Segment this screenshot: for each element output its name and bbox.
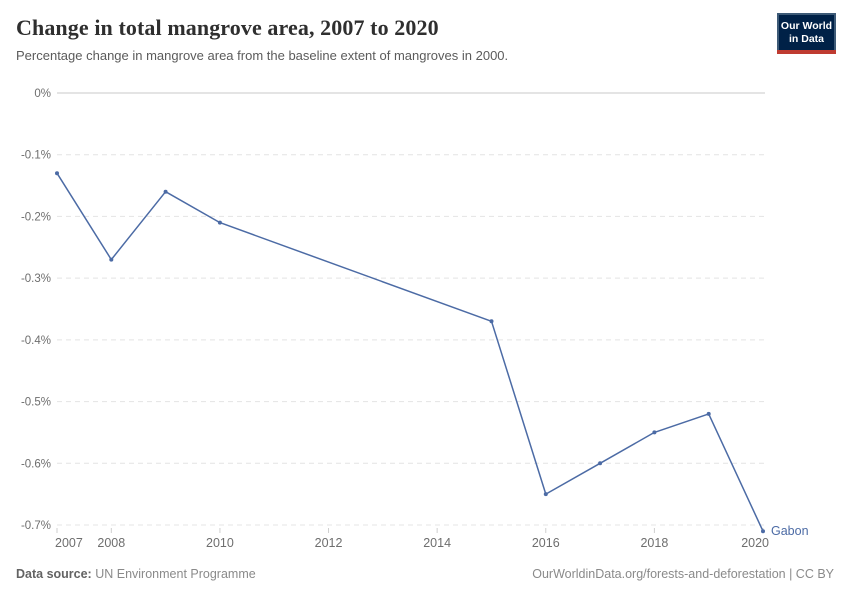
data-point[interactable] xyxy=(761,529,765,534)
x-tick-label: 2014 xyxy=(423,536,451,550)
x-tick-label: 2010 xyxy=(206,536,234,550)
owid-logo-red-bar xyxy=(777,50,836,55)
series-label-gabon[interactable]: Gabon xyxy=(771,524,809,538)
owid-logo: Our World in Data xyxy=(777,13,836,55)
y-tick-label: -0.5% xyxy=(21,397,51,409)
y-tick-label: 0% xyxy=(34,88,51,100)
chart-subtitle: Percentage change in mangrove area from … xyxy=(16,48,509,63)
data-point[interactable] xyxy=(55,171,59,176)
x-tick-label: 2008 xyxy=(97,536,125,550)
data-point[interactable] xyxy=(652,430,657,435)
x-tick-label: 2016 xyxy=(532,536,560,550)
owid-logo-box: Our World in Data xyxy=(777,13,836,51)
data-point[interactable] xyxy=(543,492,548,497)
data-source: Data source: UN Environment Programme xyxy=(16,567,256,581)
chart-canvas: 0% -0.1% -0.2% -0.3% -0.4% -0.5% -0.6% -0.7% 200… xyxy=(21,88,809,550)
attribution: OurWorldinData.org/forests-and-deforesta… xyxy=(532,567,834,581)
data-point[interactable] xyxy=(217,220,222,225)
x-tick-label: 2012 xyxy=(315,536,343,550)
x-tick-label: 2020 xyxy=(741,536,769,550)
page-title: Change in total mangrove area, 2007 to 2… xyxy=(16,15,439,40)
y-tick-label: -0.2% xyxy=(21,211,51,223)
data-source-label: Data source: xyxy=(16,567,92,581)
data-point[interactable] xyxy=(598,461,603,466)
y-tick-label: -0.1% xyxy=(21,150,51,162)
data-point[interactable] xyxy=(706,411,711,416)
owid-logo-line1: Our World xyxy=(780,20,833,32)
data-point[interactable] xyxy=(109,257,114,262)
x-tick-label: 2007 xyxy=(55,536,83,550)
y-tick-label: -0.6% xyxy=(21,458,51,470)
chart-footer: Data source: UN Environment Programme Ou… xyxy=(16,567,834,581)
y-tick-label: -0.7% xyxy=(21,520,51,532)
owid-logo-line2: in Data xyxy=(788,33,824,46)
data-point[interactable] xyxy=(489,319,494,324)
series-line-gabon[interactable] xyxy=(56,172,764,532)
y-tick-label: -0.4% xyxy=(21,335,51,347)
chart-header: Change in total mangrove area, 2007 to 2… xyxy=(16,15,760,63)
y-tick-label: -0.3% xyxy=(21,273,51,285)
x-tick-label: 2018 xyxy=(640,536,668,550)
data-source-value: UN Environment Programme xyxy=(95,567,256,581)
data-point[interactable] xyxy=(163,189,168,194)
